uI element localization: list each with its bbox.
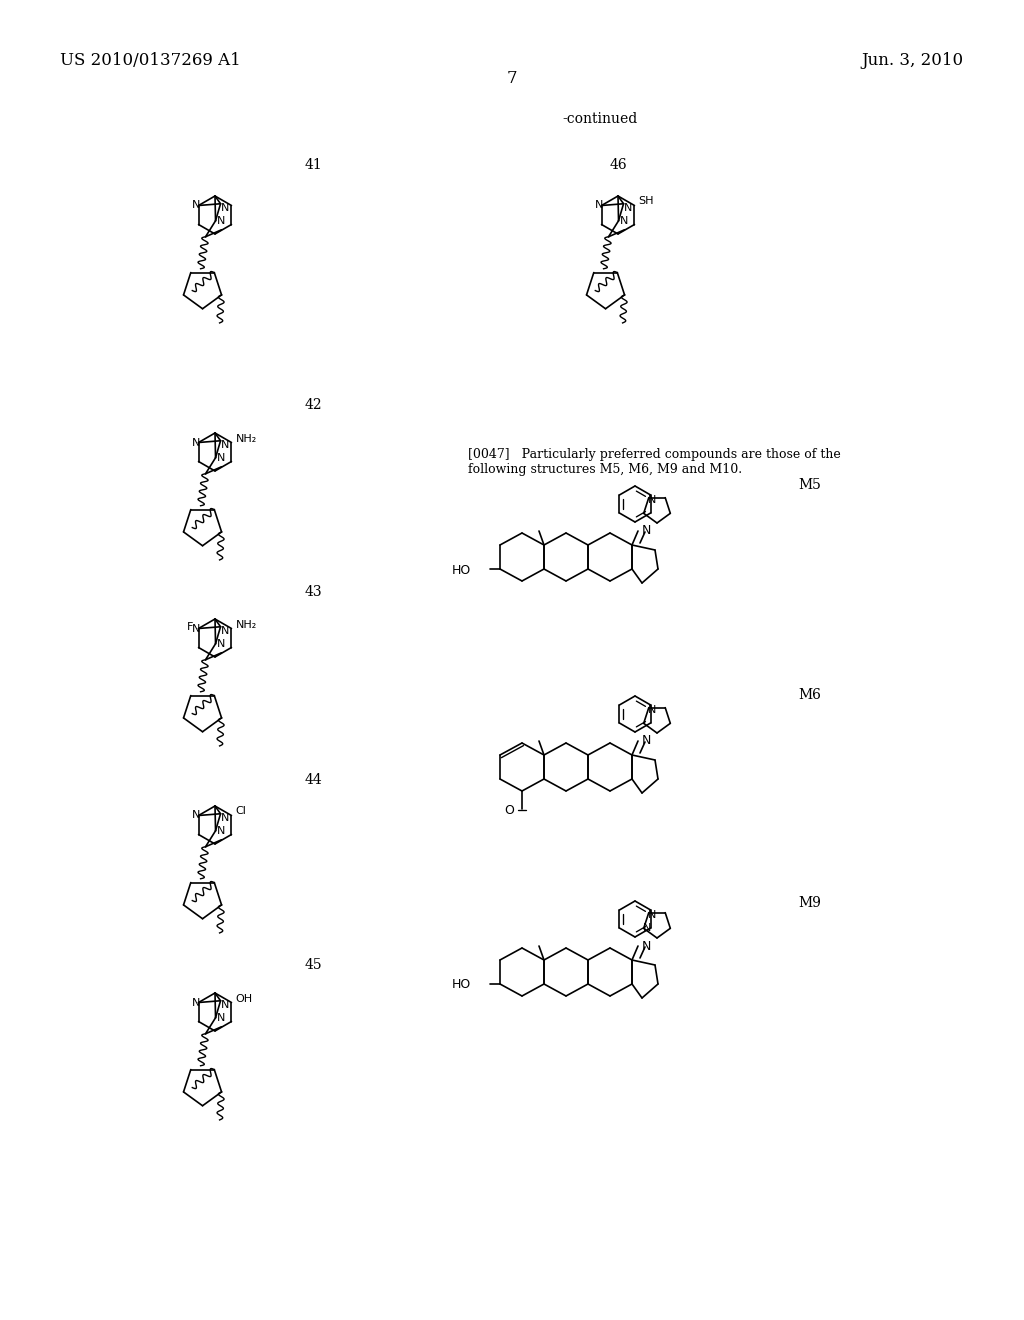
Text: N: N: [217, 1012, 225, 1023]
Text: N: N: [221, 440, 229, 450]
Text: [0047]   Particularly preferred compounds are those of the
following structures : [0047] Particularly preferred compounds …: [468, 447, 841, 477]
Text: NH₂: NH₂: [236, 433, 257, 444]
Text: 44: 44: [304, 774, 322, 787]
Text: F: F: [187, 622, 194, 631]
Text: US 2010/0137269 A1: US 2010/0137269 A1: [60, 51, 241, 69]
Text: N: N: [221, 813, 229, 822]
Text: N: N: [647, 705, 656, 714]
Text: -continued: -continued: [562, 112, 638, 125]
Text: N: N: [193, 998, 201, 1007]
Text: NH₂: NH₂: [236, 619, 257, 630]
Text: 43: 43: [304, 585, 322, 599]
Text: Cl: Cl: [236, 807, 247, 817]
Text: M5: M5: [799, 478, 821, 492]
Text: N: N: [641, 524, 650, 537]
Text: N: N: [221, 626, 229, 636]
Text: M6: M6: [799, 688, 821, 702]
Text: N: N: [621, 215, 629, 226]
Text: 7: 7: [507, 70, 517, 87]
Text: N: N: [642, 923, 651, 933]
Text: N: N: [647, 909, 656, 920]
Text: N: N: [641, 940, 650, 953]
Text: N: N: [221, 999, 229, 1010]
Text: N: N: [221, 203, 229, 213]
Text: N: N: [595, 201, 604, 210]
Text: O: O: [504, 804, 514, 817]
Text: N: N: [625, 203, 633, 213]
Text: N: N: [647, 495, 656, 504]
Text: N: N: [193, 437, 201, 447]
Text: N: N: [217, 215, 225, 226]
Text: SH: SH: [638, 197, 654, 206]
Text: HO: HO: [452, 978, 471, 991]
Text: M9: M9: [799, 896, 821, 909]
Text: N: N: [217, 453, 225, 463]
Text: HO: HO: [452, 564, 471, 577]
Text: N: N: [193, 201, 201, 210]
Text: N: N: [641, 734, 650, 747]
Text: 46: 46: [609, 158, 627, 172]
Text: Jun. 3, 2010: Jun. 3, 2010: [862, 51, 964, 69]
Text: N: N: [217, 639, 225, 648]
Text: 42: 42: [304, 399, 322, 412]
Text: N: N: [217, 826, 225, 836]
Text: 41: 41: [304, 158, 322, 172]
Text: 45: 45: [304, 958, 322, 972]
Text: OH: OH: [236, 994, 253, 1003]
Text: N: N: [193, 623, 201, 634]
Text: N: N: [193, 810, 201, 821]
